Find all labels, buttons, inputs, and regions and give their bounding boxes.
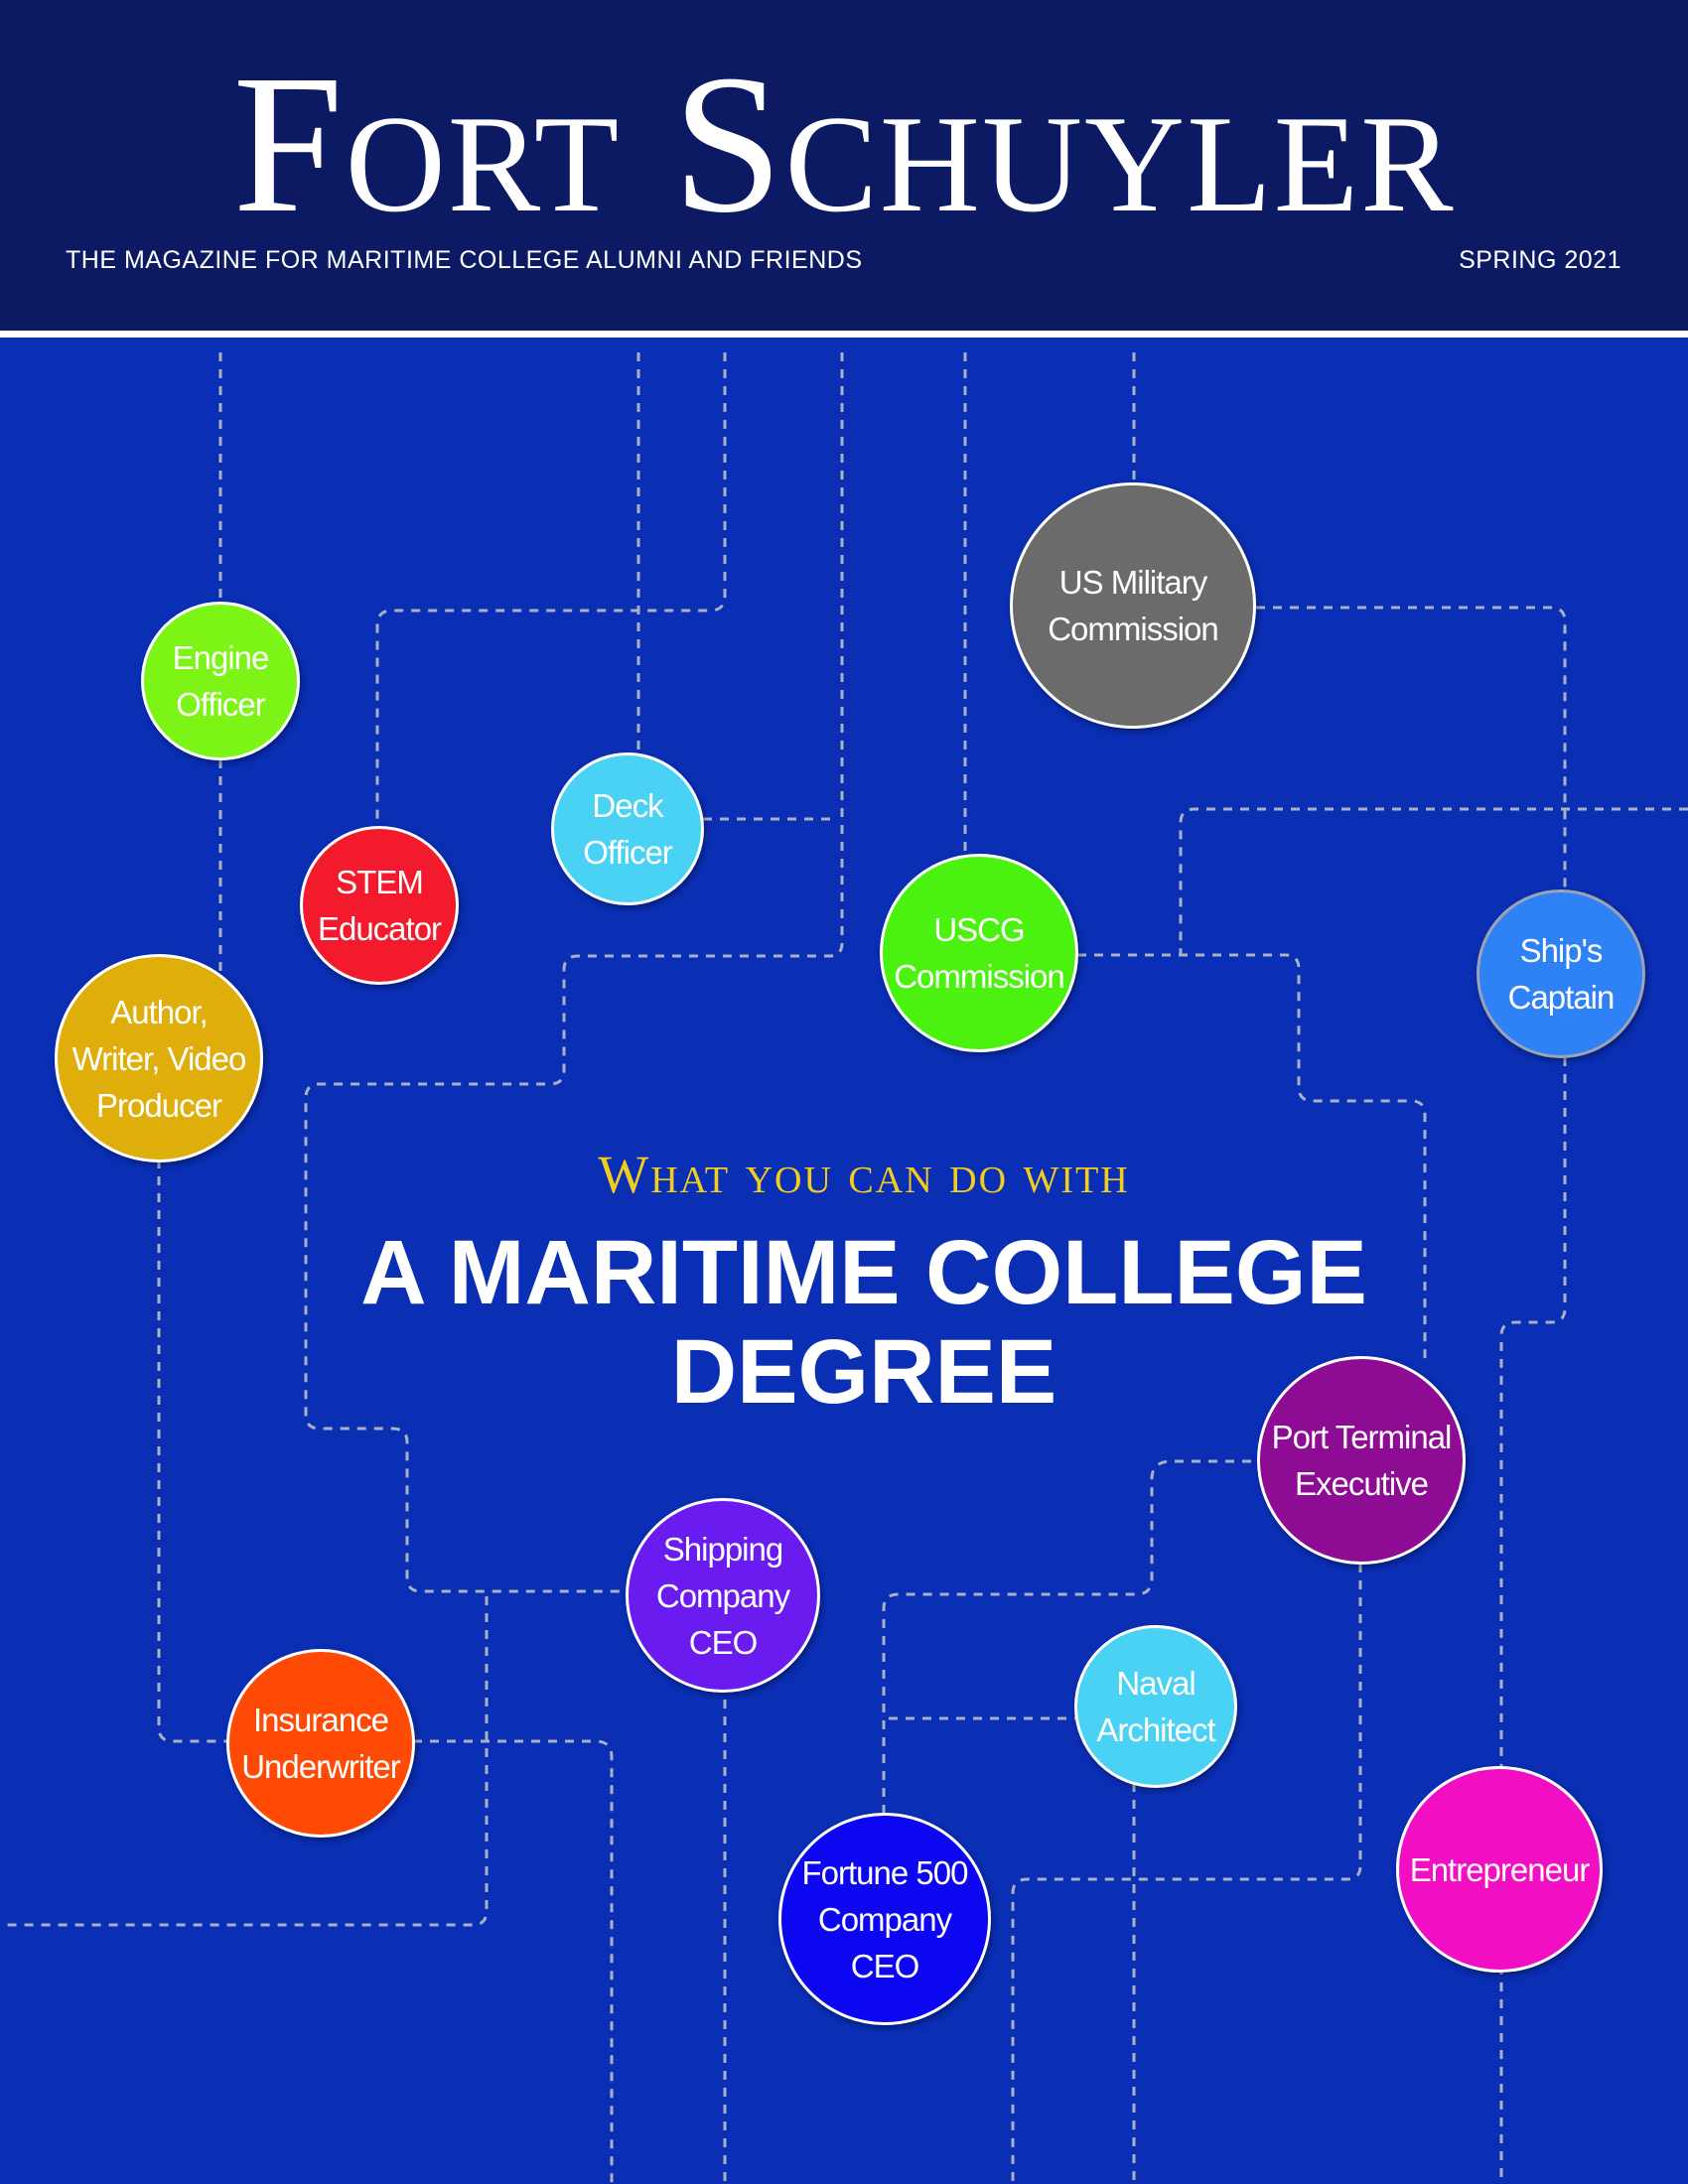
magazine-tagline: THE MAGAZINE FOR MARITIME COLLEGE ALUMNI… <box>66 246 863 274</box>
career-label: USCG Commission <box>894 911 1065 995</box>
masthead-divider <box>0 331 1688 338</box>
career-label: Ship's Captain <box>1507 932 1616 1016</box>
career-node-us-military-commission: US Military Commission <box>1010 482 1256 729</box>
career-label: Author, Writer, Video Producer <box>71 993 247 1124</box>
career-node-port-terminal-executive: Port Terminal Executive <box>1257 1356 1466 1565</box>
masthead <box>0 0 1688 331</box>
career-node-naval-architect: Naval Architect <box>1074 1625 1237 1788</box>
career-node-uscg-commission: USCG Commission <box>880 854 1078 1052</box>
career-node-fortune-500-company-ceo: Fortune 500 Company CEO <box>778 1813 991 2025</box>
career-label: Insurance Underwriter <box>241 1702 401 1785</box>
career-node-shipping-company-ceo: Shipping Company CEO <box>626 1498 820 1693</box>
issue-date: SPRING 2021 <box>1459 246 1621 274</box>
career-label: Shipping Company CEO <box>655 1530 790 1661</box>
career-node-deck-officer: Deck Officer <box>551 752 704 905</box>
career-label: Deck Officer <box>583 787 673 871</box>
career-label: Port Terminal Executive <box>1271 1419 1453 1502</box>
career-label: STEM Educator <box>317 864 442 947</box>
career-label: Naval Architect <box>1096 1665 1215 1748</box>
career-label: Fortune 500 Company CEO <box>801 1853 969 1984</box>
career-node-entrepreneur: Entrepreneur <box>1396 1766 1603 1973</box>
career-node-author-writer-video-producer: Author, Writer, Video Producer <box>55 954 263 1162</box>
feature-headline: A MARITIME COLLEGE DEGREE <box>360 1222 1367 1423</box>
feature-kicker: What you can do with <box>598 1145 1130 1204</box>
career-label: Engine Officer <box>172 639 270 723</box>
career-node-ships-captain: Ship's Captain <box>1477 889 1645 1058</box>
career-node-insurance-underwriter: Insurance Underwriter <box>226 1649 415 1838</box>
career-label: Entrepreneur <box>1409 1850 1591 1888</box>
career-node-engine-officer: Engine Officer <box>141 602 300 760</box>
magazine-title: Fort Schuyler <box>232 35 1456 254</box>
career-label: US Military Commission <box>1048 564 1219 647</box>
career-node-stem-educator: STEM Educator <box>300 826 459 985</box>
